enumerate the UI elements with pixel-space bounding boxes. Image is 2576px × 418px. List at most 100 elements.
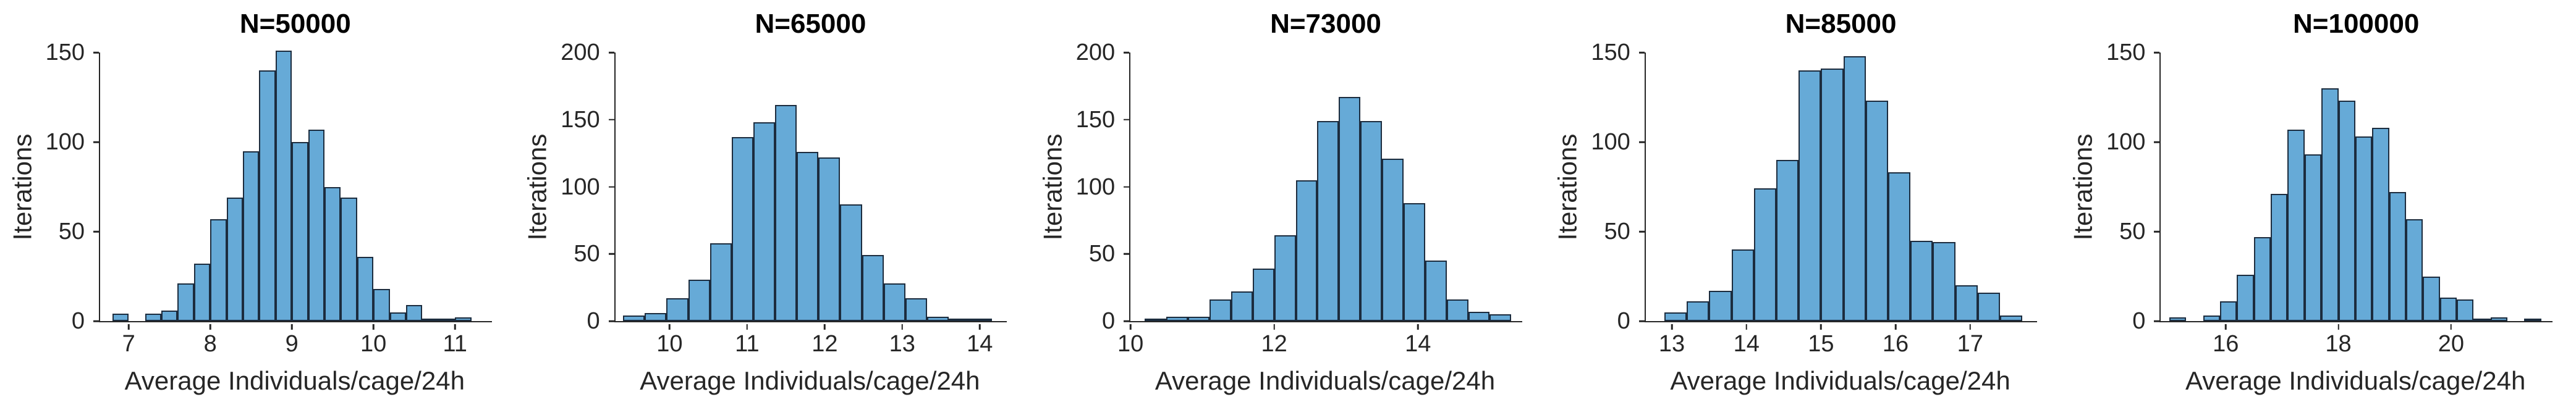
x-tick-label: 11: [735, 331, 760, 357]
histogram-bar: [2220, 301, 2237, 321]
y-tick-label: 50: [1604, 219, 1630, 245]
x-tick-mark: [824, 324, 826, 330]
y-axis-label: Iterations: [1553, 133, 1582, 240]
histogram-bar: [1145, 319, 1167, 321]
x-tick-label: 7: [122, 331, 135, 357]
histogram-bar: [645, 312, 667, 321]
y-tick-mark: [608, 186, 614, 188]
x-tick-mark: [1820, 324, 1822, 330]
histogram-bar: [688, 279, 710, 321]
x-tick-label: 12: [1261, 331, 1287, 357]
y-tick-mark: [1638, 320, 1645, 322]
histogram-bar: [840, 204, 862, 321]
x-tick-label: 14: [1733, 331, 1760, 357]
histogram-bar: [1339, 96, 1361, 321]
histogram-bar: [193, 264, 211, 321]
histogram-bar: [210, 219, 227, 321]
histogram-bar: [775, 104, 797, 321]
histogram-bar: [1664, 312, 1687, 321]
histogram-bar: [1955, 285, 1978, 321]
y-tick-label: 150: [561, 106, 600, 133]
histogram-bar: [2473, 319, 2491, 321]
histogram-bar: [422, 319, 439, 321]
histogram-bar: [1843, 56, 1866, 321]
histogram-bar: [1446, 299, 1468, 321]
histogram-bar: [2372, 127, 2389, 321]
y-tick-mark: [93, 230, 99, 233]
x-tick-label: 12: [811, 331, 838, 357]
histogram-bar: [862, 255, 884, 321]
histogram-bar: [1865, 101, 1888, 321]
histogram-bar: [2271, 194, 2288, 321]
chart-title: N=85000: [1785, 9, 1897, 39]
histogram-bar: [2456, 299, 2474, 321]
y-tick-label: 100: [2106, 129, 2146, 155]
histogram-bar: [1687, 301, 1710, 321]
x-tick-label: 17: [1957, 331, 1983, 357]
y-tick-label: 100: [561, 173, 600, 200]
x-tick-label: 14: [1405, 331, 1431, 357]
y-tick-mark: [2154, 51, 2160, 54]
y-tick-label: 0: [587, 308, 600, 334]
histogram-bar: [710, 243, 732, 321]
histogram-bar: [226, 197, 243, 321]
x-tick-mark: [2224, 324, 2227, 330]
histogram-bar: [161, 310, 178, 321]
histogram-bar: [2423, 276, 2440, 321]
histogram-bar: [1188, 317, 1210, 321]
histogram-panel-n50000: N=50000 Iterations 0 50 100 150 7 8 9 10 11 Aver…: [0, 0, 515, 418]
x-tick-mark: [1894, 324, 1897, 330]
x-tick-mark: [1273, 324, 1275, 330]
y-tick-mark: [93, 51, 99, 54]
histogram-panel-n73000: N=73000 Iterations 0 50 100 150 200 10 12 14 Av…: [1030, 0, 1546, 418]
histogram-bar: [1295, 180, 1318, 321]
x-tick-mark: [1745, 324, 1747, 330]
histogram-bar: [2321, 88, 2339, 321]
histogram-bar: [1403, 203, 1425, 321]
histogram-bar: [341, 197, 357, 321]
histogram-bar: [2439, 298, 2457, 321]
histogram-bar: [1821, 69, 1844, 321]
x-tick-label: 10: [1117, 331, 1144, 357]
x-tick-label: 18: [2325, 331, 2352, 357]
y-tick-mark: [2154, 141, 2160, 143]
histogram-bar: [2338, 101, 2355, 321]
histogram-bar: [242, 151, 260, 321]
histogram-bar: [2304, 154, 2322, 321]
y-tick-label: 100: [45, 129, 85, 155]
histogram-bar: [731, 137, 753, 321]
y-tick-mark: [93, 320, 99, 322]
x-tick-mark: [901, 324, 904, 330]
y-tick-label: 100: [1591, 129, 1630, 155]
plot-area: 0 50 100 150 13 14 15 16 17: [1591, 41, 2038, 356]
histogram-bar: [2000, 316, 2023, 321]
histogram-bar: [1910, 240, 1933, 321]
histogram-bar: [1317, 120, 1339, 321]
histogram-bar: [2287, 129, 2305, 321]
histogram-bar: [1252, 269, 1274, 321]
plot-area: 0 50 100 150 16 18 20: [2106, 41, 2553, 356]
y-tick-label: 150: [2106, 40, 2146, 65]
plot-area: 0 50 100 150 7 8 9 10 11: [46, 41, 492, 356]
histogram-bar: [438, 319, 455, 321]
x-tick-mark: [2337, 324, 2339, 330]
histogram-bar: [949, 318, 971, 321]
histogram-bar: [2405, 219, 2423, 321]
y-tick-mark: [608, 119, 614, 120]
x-tick-mark: [454, 324, 456, 330]
histogram-bar: [2389, 192, 2406, 321]
y-tick-label: 0: [71, 308, 85, 334]
histogram-bar: [1731, 249, 1754, 321]
histogram-bar: [926, 317, 949, 321]
x-axis-label: Average Individuals/cage/24h: [640, 366, 980, 395]
histogram-bar: [970, 318, 993, 321]
x-tick-mark: [1969, 324, 1971, 330]
y-tick-mark: [2154, 320, 2160, 322]
x-tick-mark: [979, 324, 981, 330]
y-tick-mark: [1124, 51, 1130, 54]
histogram-bar: [1776, 160, 1799, 321]
x-tick-mark: [127, 324, 130, 330]
histogram-bar: [2237, 274, 2254, 321]
histogram-bar: [455, 317, 472, 321]
histogram-bar: [666, 298, 688, 321]
